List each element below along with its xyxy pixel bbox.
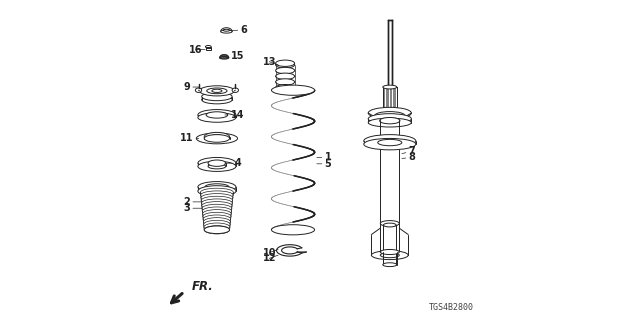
Ellipse shape xyxy=(202,207,232,215)
Ellipse shape xyxy=(202,199,232,207)
Text: FR.: FR. xyxy=(192,280,214,293)
Ellipse shape xyxy=(368,114,412,124)
Ellipse shape xyxy=(204,135,230,142)
Ellipse shape xyxy=(364,139,416,150)
Ellipse shape xyxy=(208,160,226,166)
Text: 16: 16 xyxy=(189,44,205,55)
Ellipse shape xyxy=(221,30,232,33)
Ellipse shape xyxy=(212,89,222,92)
Text: 13: 13 xyxy=(262,57,278,67)
Ellipse shape xyxy=(379,116,401,123)
Ellipse shape xyxy=(202,96,232,104)
Ellipse shape xyxy=(195,88,202,92)
Ellipse shape xyxy=(378,140,402,146)
Ellipse shape xyxy=(383,263,397,267)
Text: 12: 12 xyxy=(262,253,278,263)
Ellipse shape xyxy=(202,202,232,210)
Ellipse shape xyxy=(368,118,412,127)
Ellipse shape xyxy=(232,88,239,92)
Ellipse shape xyxy=(196,133,237,144)
Ellipse shape xyxy=(364,135,416,147)
Ellipse shape xyxy=(198,161,236,172)
Text: 1: 1 xyxy=(317,152,332,163)
Polygon shape xyxy=(220,55,228,58)
Ellipse shape xyxy=(211,135,223,139)
Ellipse shape xyxy=(383,85,397,89)
Ellipse shape xyxy=(204,223,230,231)
Ellipse shape xyxy=(198,186,236,196)
Ellipse shape xyxy=(204,132,230,141)
Ellipse shape xyxy=(198,181,236,192)
Ellipse shape xyxy=(380,117,400,124)
Text: 2: 2 xyxy=(184,197,202,207)
Text: 10: 10 xyxy=(262,248,278,258)
Text: 6: 6 xyxy=(230,25,247,35)
Ellipse shape xyxy=(380,250,399,254)
Ellipse shape xyxy=(206,112,228,118)
Ellipse shape xyxy=(276,68,294,74)
Ellipse shape xyxy=(198,109,236,120)
Ellipse shape xyxy=(380,220,399,226)
Ellipse shape xyxy=(205,45,211,48)
Ellipse shape xyxy=(220,57,228,59)
Ellipse shape xyxy=(276,62,294,68)
Ellipse shape xyxy=(200,188,234,196)
Text: TGS4B2800: TGS4B2800 xyxy=(429,303,474,312)
Ellipse shape xyxy=(368,107,412,119)
Polygon shape xyxy=(383,87,397,111)
Ellipse shape xyxy=(271,225,315,235)
Ellipse shape xyxy=(208,164,226,169)
Ellipse shape xyxy=(203,210,231,218)
Ellipse shape xyxy=(203,212,231,220)
Ellipse shape xyxy=(198,157,236,169)
FancyBboxPatch shape xyxy=(206,47,211,50)
Ellipse shape xyxy=(276,73,294,79)
Ellipse shape xyxy=(223,29,230,31)
Text: 11: 11 xyxy=(180,133,199,143)
Ellipse shape xyxy=(271,85,315,95)
Ellipse shape xyxy=(204,226,230,234)
Ellipse shape xyxy=(200,86,234,96)
Ellipse shape xyxy=(276,79,294,85)
Ellipse shape xyxy=(374,112,405,120)
Polygon shape xyxy=(380,120,399,268)
Ellipse shape xyxy=(205,184,229,190)
Ellipse shape xyxy=(198,113,236,122)
Ellipse shape xyxy=(201,196,232,204)
Polygon shape xyxy=(388,20,392,87)
Ellipse shape xyxy=(276,60,294,67)
Text: 5: 5 xyxy=(317,159,332,169)
Text: 4: 4 xyxy=(225,158,241,168)
Text: 7: 7 xyxy=(402,146,415,156)
Text: 14: 14 xyxy=(225,110,244,120)
Ellipse shape xyxy=(204,226,230,234)
Ellipse shape xyxy=(202,204,232,212)
Ellipse shape xyxy=(204,220,230,228)
Ellipse shape xyxy=(201,194,233,202)
Text: 8: 8 xyxy=(402,152,415,163)
Ellipse shape xyxy=(207,88,227,94)
Ellipse shape xyxy=(383,109,397,113)
Ellipse shape xyxy=(203,215,230,223)
Ellipse shape xyxy=(383,223,396,227)
Ellipse shape xyxy=(204,218,230,226)
Text: 3: 3 xyxy=(184,203,202,213)
Ellipse shape xyxy=(276,84,294,91)
Ellipse shape xyxy=(202,92,232,101)
Ellipse shape xyxy=(371,251,408,260)
Text: 9: 9 xyxy=(184,82,199,92)
Text: 15: 15 xyxy=(227,51,244,61)
Ellipse shape xyxy=(380,252,399,258)
Ellipse shape xyxy=(201,191,233,199)
